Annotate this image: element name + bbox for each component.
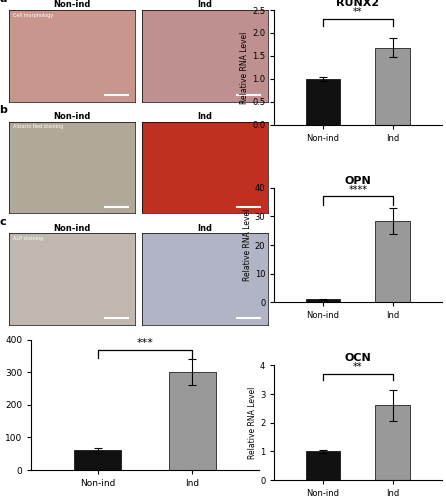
Bar: [376, 48, 410, 124]
Title: Non-ind: Non-ind: [54, 112, 91, 121]
Text: Cell morphology: Cell morphology: [13, 12, 54, 18]
Title: Non-ind: Non-ind: [54, 224, 91, 232]
Text: ****: ****: [348, 184, 368, 194]
Title: RUNX2: RUNX2: [336, 0, 380, 8]
Title: Ind: Ind: [197, 0, 212, 9]
Title: Ind: Ind: [197, 224, 212, 232]
Text: a: a: [0, 0, 7, 4]
Y-axis label: Relative RNA Level: Relative RNA Level: [248, 386, 257, 459]
Text: ***: ***: [136, 338, 153, 348]
Y-axis label: Relative RNA Level: Relative RNA Level: [240, 31, 249, 104]
Title: OPN: OPN: [345, 176, 371, 186]
Bar: [376, 220, 410, 302]
Text: b: b: [0, 105, 7, 115]
Text: ALP staining: ALP staining: [13, 236, 43, 241]
Text: c: c: [0, 217, 6, 227]
Text: **: **: [353, 8, 363, 18]
Title: Non-ind: Non-ind: [54, 0, 91, 9]
Title: OCN: OCN: [345, 353, 371, 363]
Text: **: **: [353, 362, 363, 372]
Bar: [306, 79, 340, 124]
Y-axis label: ALP (U/L): ALP (U/L): [0, 382, 1, 428]
Text: Alizarin Red staining: Alizarin Red staining: [13, 124, 63, 130]
Bar: [169, 372, 216, 470]
Title: Ind: Ind: [197, 112, 212, 121]
Y-axis label: Relative RNA Level: Relative RNA Level: [243, 209, 252, 281]
Bar: [376, 406, 410, 480]
Bar: [74, 450, 121, 470]
Bar: [306, 300, 340, 302]
Bar: [306, 452, 340, 480]
